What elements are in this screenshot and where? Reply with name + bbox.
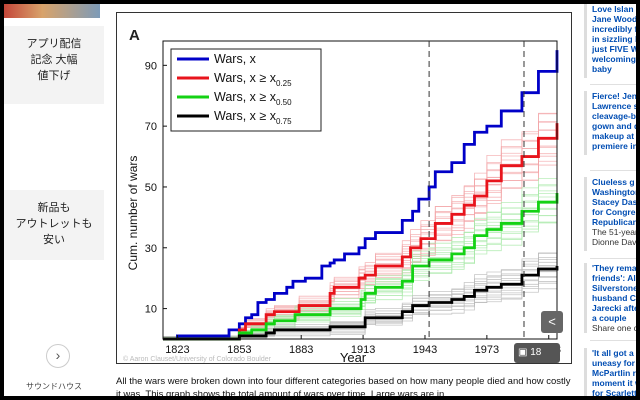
chart-legend: Wars, x Wars, x ≥ x0.25 Wars, x ≥ x0.50 War… bbox=[170, 48, 322, 132]
y-tick-label: 90 bbox=[145, 60, 157, 72]
x-tick-label: 1913 bbox=[351, 344, 375, 356]
story-line: a couple bbox=[592, 313, 627, 323]
sidebar-story[interactable]: Love Islan Jane Woodr incredibly fi in s… bbox=[584, 4, 636, 78]
ad-line: 新品も bbox=[37, 202, 71, 214]
legend-label: Wars, x ≥ x0.75 bbox=[214, 109, 292, 126]
sidebar-story[interactable]: Clueless g Washington Stacey Dash for Co… bbox=[584, 177, 636, 251]
x-tick-label: 1853 bbox=[227, 344, 251, 356]
x-axis-label: Year bbox=[340, 350, 367, 363]
story-line: premiere in bbox=[592, 141, 636, 151]
story-line: Clueless g bbox=[592, 177, 635, 187]
ad-promo-block[interactable]: 新品も アウトレットも 安い bbox=[4, 190, 104, 260]
legend-subscript: 0.25 bbox=[276, 79, 292, 88]
story-line: Fierce! Jen bbox=[592, 91, 636, 101]
x-tick-label: 1973 bbox=[475, 344, 499, 356]
ad-line: アプリ配信 bbox=[26, 38, 82, 50]
sidebar-story[interactable]: Fierce! Jen Lawrence st cleavage-ba gown… bbox=[584, 91, 636, 155]
bootstrap-line bbox=[163, 185, 558, 340]
ad-brand: サウンドハウス bbox=[26, 382, 82, 391]
sidebar-story[interactable]: 'It all got a uneasy for a McPartlin re … bbox=[584, 348, 636, 396]
story-line: Republican bbox=[592, 217, 636, 227]
story-line: cleavage-ba bbox=[592, 111, 636, 121]
x-tick-label: 1943 bbox=[413, 344, 437, 356]
x-tick-label: 1823 bbox=[165, 344, 189, 356]
story-line: 'They rema bbox=[592, 263, 636, 273]
image-credit: © Aaron Clauset/University of Colorado B… bbox=[123, 356, 271, 363]
story-line: in sizzling b bbox=[592, 34, 636, 44]
figure-caption: All the wars were broken down into four … bbox=[116, 376, 571, 396]
story-line: Jane Woodr bbox=[592, 14, 636, 24]
ad-banner-image[interactable] bbox=[4, 4, 100, 18]
story-line: just FIVE W bbox=[592, 44, 636, 54]
story-line: Lawrence st bbox=[592, 101, 636, 111]
y-tick-label: 70 bbox=[145, 121, 157, 133]
story-line: Silverstone bbox=[592, 283, 636, 293]
x-tick-label: 1883 bbox=[289, 344, 313, 356]
ad-line: アウトレットも bbox=[15, 218, 93, 230]
story-line: uneasy for a bbox=[592, 358, 636, 368]
camera-icon: ▣ bbox=[518, 347, 528, 358]
bootstrap-line bbox=[163, 273, 558, 340]
sidebar: Love Islan Jane Woodr incredibly fi in s… bbox=[582, 4, 636, 396]
legend-subscript: 0.75 bbox=[276, 117, 292, 126]
gallery-badge[interactable]: ▣ 18 bbox=[514, 343, 560, 363]
y-tick-label: 30 bbox=[145, 243, 157, 255]
legend-subscript: 0.50 bbox=[276, 98, 292, 107]
story-line: makeup at P bbox=[592, 131, 636, 141]
series-line bbox=[163, 123, 559, 341]
story-line: Love Islan bbox=[592, 4, 634, 14]
share-icon[interactable]: < bbox=[541, 311, 563, 333]
story-line: husband Ch bbox=[592, 293, 636, 303]
story-line: McPartlin re bbox=[592, 368, 636, 378]
story-line: moment it w bbox=[592, 378, 636, 388]
y-tick-label: 10 bbox=[145, 304, 157, 316]
war-chart: 18231853188319131943197320031030507090 A… bbox=[126, 27, 561, 363]
page-frame: アプリ配信 記念 大幅 値下げ 新品も アウトレットも 安い › サウンドハウス… bbox=[4, 4, 636, 396]
bootstrap-line bbox=[163, 192, 558, 340]
ad-column: アプリ配信 記念 大幅 値下げ 新品も アウトレットも 安い › サウンドハウス bbox=[4, 4, 104, 396]
story-summary: Dionne Dave bbox=[592, 237, 636, 247]
ad-line: 記念 大幅 bbox=[30, 54, 78, 66]
story-line: gown and d bbox=[592, 121, 636, 131]
story-line: welcoming b bbox=[592, 54, 636, 64]
bootstrap-line bbox=[163, 251, 558, 340]
panel-label: A bbox=[129, 27, 140, 44]
story-line: incredibly fi bbox=[592, 24, 636, 34]
sidebar-story[interactable]: 'They rema friends': Ali Silverstone hus… bbox=[584, 263, 636, 333]
story-summary: Share one ch bbox=[592, 323, 636, 333]
story-line: Jarecki after bbox=[592, 303, 636, 313]
series-line bbox=[163, 193, 559, 341]
story-line: for Congres bbox=[592, 207, 636, 217]
story-line: baby bbox=[592, 64, 612, 74]
ad-line: 値下げ bbox=[37, 70, 71, 82]
bootstrap-line bbox=[163, 280, 558, 340]
story-line: Washington bbox=[592, 187, 636, 197]
plot-frame bbox=[162, 40, 558, 340]
ad-promo-block[interactable]: アプリ配信 記念 大幅 値下げ bbox=[4, 26, 104, 104]
ad-line: 安い bbox=[43, 234, 65, 246]
y-tick-label: 50 bbox=[145, 182, 157, 194]
story-line: for Scarlett bbox=[592, 388, 636, 396]
story-line: 'It all got a bbox=[592, 348, 634, 358]
story-line: Stacey Dash bbox=[592, 197, 636, 207]
story-line: friends': Ali bbox=[592, 273, 636, 283]
legend-label: Wars, x ≥ x0.25 bbox=[214, 71, 292, 88]
bootstrap-line bbox=[163, 193, 558, 340]
series-line bbox=[163, 50, 559, 341]
legend-label: Wars, x ≥ x0.50 bbox=[214, 90, 292, 107]
legend-label: Wars, x bbox=[214, 52, 257, 66]
photo-count: 18 bbox=[530, 347, 542, 358]
article-figure[interactable]: 18231853188319131943197320031030507090 A… bbox=[116, 12, 572, 364]
y-axis-label: Cum. number of wars bbox=[126, 156, 140, 271]
chevron-right-icon[interactable]: › bbox=[46, 344, 70, 368]
story-summary: The 51-year- bbox=[592, 227, 636, 237]
